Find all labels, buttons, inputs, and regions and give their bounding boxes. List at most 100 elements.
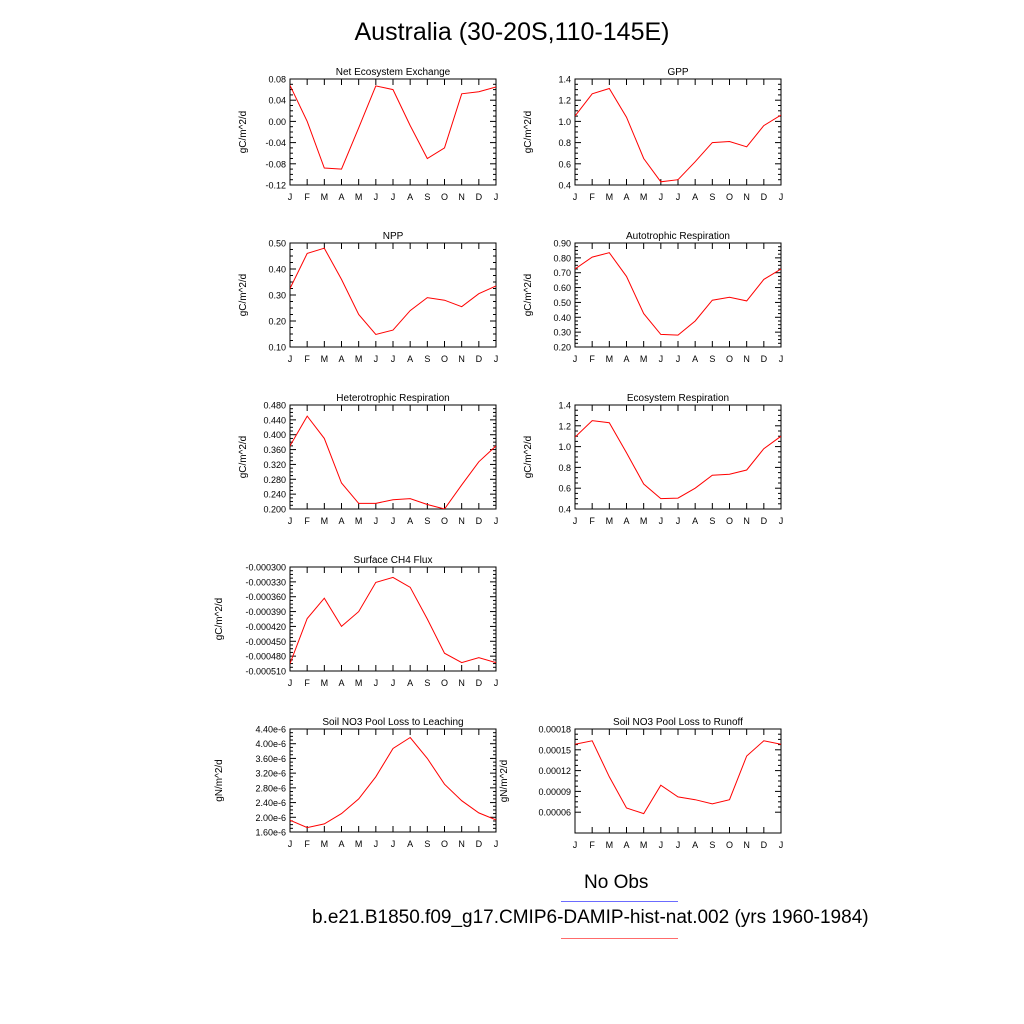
x-tick-label: N xyxy=(743,192,750,202)
x-tick-label: N xyxy=(743,840,750,850)
x-tick-label: M xyxy=(355,678,363,688)
y-tick-label: 0.20 xyxy=(268,317,286,327)
y-tick-label: 0.6 xyxy=(558,484,571,494)
x-tick-label: J xyxy=(779,840,784,850)
y-tick-label: 0.04 xyxy=(268,96,286,106)
y-axis-label: gC/m^2/d xyxy=(214,598,225,641)
y-tick-label: 1.0 xyxy=(558,117,571,127)
y-tick-label: 0.00006 xyxy=(538,808,571,818)
panel-title: Soil NO3 Pool Loss to Runoff xyxy=(613,717,743,728)
plot-frame xyxy=(289,728,497,833)
plot-frame xyxy=(289,566,497,672)
x-tick-label: O xyxy=(726,192,733,202)
x-tick-label: M xyxy=(355,192,363,202)
chart-panel: Soil NO3 Pool Loss to Leaching gN/m^2/d J F… xyxy=(214,717,498,849)
panel-title: Net Ecosystem Exchange xyxy=(336,67,451,78)
y-tick-label: -0.000300 xyxy=(245,563,286,573)
x-tick-label: M xyxy=(640,192,648,202)
x-tick-label: O xyxy=(441,354,448,364)
legend-obs-label: No Obs xyxy=(584,872,649,893)
x-tick-label: J xyxy=(391,192,396,202)
x-tick-label: A xyxy=(407,678,413,688)
x-tick-label: A xyxy=(692,192,698,202)
x-tick-label: J xyxy=(659,840,664,850)
y-tick-label: -0.04 xyxy=(265,138,286,148)
series-line xyxy=(290,576,496,664)
y-tick-label: 3.60e-6 xyxy=(255,754,286,764)
x-tick-label: J xyxy=(573,354,578,364)
x-tick-label: F xyxy=(304,192,310,202)
plot-frame xyxy=(574,242,782,348)
x-tick-label: M xyxy=(355,839,363,849)
x-tick-label: J xyxy=(288,354,293,364)
y-axis-label: gC/m^2/d xyxy=(238,436,249,479)
x-tick-label: O xyxy=(726,840,733,850)
x-tick-label: S xyxy=(424,516,430,526)
x-tick-label: M xyxy=(606,354,614,364)
x-tick-label: D xyxy=(476,516,483,526)
x-tick-label: M xyxy=(321,839,329,849)
x-tick-label: A xyxy=(338,839,344,849)
y-tick-label: 0.6 xyxy=(558,159,571,169)
x-tick-label: J xyxy=(374,678,379,688)
x-tick-label: D xyxy=(761,354,768,364)
x-tick-label: S xyxy=(424,839,430,849)
y-tick-label: -0.000360 xyxy=(245,592,286,602)
y-tick-label: -0.000480 xyxy=(245,652,286,662)
x-tick-label: J xyxy=(374,839,379,849)
y-tick-label: 0.4 xyxy=(558,505,571,515)
y-tick-label: 0.20 xyxy=(553,343,571,353)
x-tick-label: J xyxy=(573,192,578,202)
y-tick-label: 0.80 xyxy=(553,253,571,263)
x-tick-label: A xyxy=(407,354,413,364)
panel-title: NPP xyxy=(383,231,404,242)
y-tick-label: 0.90 xyxy=(553,239,571,249)
x-tick-label: A xyxy=(623,354,629,364)
y-tick-label: 0.480 xyxy=(263,401,286,411)
y-tick-label: 0.00009 xyxy=(538,787,571,797)
y-tick-label: 0.40 xyxy=(553,313,571,323)
x-tick-label: F xyxy=(304,839,310,849)
x-tick-label: A xyxy=(338,678,344,688)
x-tick-label: M xyxy=(355,354,363,364)
y-tick-label: 0.00018 xyxy=(538,725,571,735)
x-tick-label: J xyxy=(779,516,784,526)
legend-obs-line xyxy=(561,901,678,902)
x-tick-label: F xyxy=(589,516,595,526)
y-tick-label: 2.80e-6 xyxy=(255,783,286,793)
x-tick-label: M xyxy=(321,354,329,364)
x-tick-label: M xyxy=(640,840,648,850)
x-tick-label: O xyxy=(726,354,733,364)
x-tick-label: A xyxy=(692,840,698,850)
y-axis-label: gN/m^2/d xyxy=(214,759,225,802)
x-tick-label: J xyxy=(676,192,681,202)
y-tick-label: 2.40e-6 xyxy=(255,798,286,808)
x-tick-label: M xyxy=(321,516,329,526)
y-tick-label: 1.2 xyxy=(558,421,571,431)
y-tick-label: 0.240 xyxy=(263,490,286,500)
x-tick-label: M xyxy=(606,516,614,526)
x-tick-label: A xyxy=(623,192,629,202)
x-tick-label: J xyxy=(659,516,664,526)
series-line xyxy=(575,252,781,336)
x-tick-label: J xyxy=(676,516,681,526)
x-tick-label: A xyxy=(407,192,413,202)
series-line xyxy=(575,740,781,815)
y-axis-label: gC/m^2/d xyxy=(238,111,249,154)
y-tick-label: 0.8 xyxy=(558,138,571,148)
x-tick-label: J xyxy=(391,354,396,364)
x-tick-label: J xyxy=(391,839,396,849)
x-tick-label: O xyxy=(441,839,448,849)
x-tick-label: D xyxy=(476,839,483,849)
y-tick-label: 0.08 xyxy=(268,75,286,85)
y-tick-label: 0.4 xyxy=(558,181,571,191)
x-tick-label: S xyxy=(709,192,715,202)
plot-frame xyxy=(574,728,782,834)
series-line xyxy=(575,87,781,183)
y-tick-label: 0.30 xyxy=(553,328,571,338)
x-tick-label: N xyxy=(743,354,750,364)
x-tick-label: J xyxy=(374,192,379,202)
